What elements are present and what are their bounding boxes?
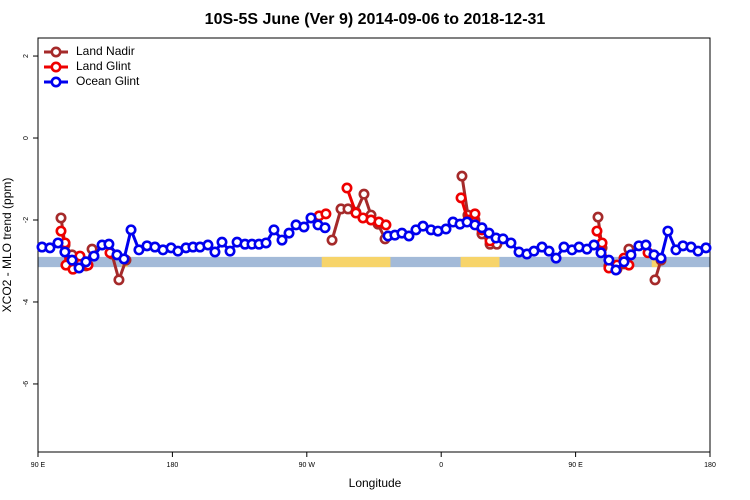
data-point [298, 221, 310, 233]
data-point [700, 242, 712, 254]
x-tick-label: 90 W [299, 462, 316, 469]
data-point [73, 262, 85, 274]
data-point [118, 253, 130, 265]
data-point [125, 224, 137, 236]
data-point [276, 234, 288, 246]
data-point [268, 224, 280, 236]
data-point [610, 264, 622, 276]
data-point [550, 252, 562, 264]
data-point [640, 239, 652, 251]
data-point [59, 246, 71, 258]
data-point [543, 245, 555, 257]
data-point [476, 222, 488, 234]
chart-title: 10S-5S June (Ver 9) 2014-09-06 to 2018-1… [205, 11, 546, 28]
data-point [52, 237, 64, 249]
data-point [202, 239, 214, 251]
data-point [592, 211, 604, 223]
data-point [358, 188, 370, 200]
data-point [603, 254, 615, 266]
data-point [591, 225, 603, 237]
land-band [651, 256, 660, 268]
x-axis-label: Longitude [349, 476, 402, 490]
y-axis-label: XCO2 - MLO trend (ppm) [0, 178, 14, 313]
land-band [460, 256, 500, 268]
data-point [113, 274, 125, 286]
data-point [455, 192, 467, 204]
data-point [224, 245, 236, 257]
data-point [483, 227, 495, 239]
data-point [380, 219, 392, 231]
data-point [440, 223, 452, 235]
y-tick-label: -4 [23, 299, 30, 305]
legend-label: Ocean Glint [76, 74, 140, 88]
data-point [55, 225, 67, 237]
data-point [88, 250, 100, 262]
x-tick-label: 0 [439, 462, 443, 469]
data-point [625, 249, 637, 261]
data-point [350, 207, 362, 219]
data-point [216, 236, 228, 248]
data-point [469, 208, 481, 220]
data-point [618, 256, 630, 268]
data-point [80, 256, 92, 268]
data-point [320, 208, 332, 220]
data-point [456, 170, 468, 182]
data-point [103, 238, 115, 250]
data-point [497, 233, 509, 245]
data-point [55, 212, 67, 224]
y-tick-label: 0 [23, 136, 30, 140]
data-point [319, 222, 331, 234]
y-tick-label: -6 [23, 381, 30, 387]
data-point [662, 225, 674, 237]
data-point [44, 242, 56, 254]
y-tick-label: -2 [23, 217, 30, 223]
data-point [66, 254, 78, 266]
data-point [505, 237, 517, 249]
data-point [305, 212, 317, 224]
data-point [655, 252, 667, 264]
x-tick-label: 180 [167, 462, 179, 469]
data-point [283, 227, 295, 239]
data-point [260, 237, 272, 249]
data-point [595, 247, 607, 259]
legend-marker [50, 61, 62, 73]
legend-marker [50, 76, 62, 88]
legend-label: Land Glint [76, 59, 131, 73]
x-tick-label: 90 E [568, 462, 583, 469]
data-point [403, 230, 415, 242]
y-tick-label: 2 [23, 54, 30, 58]
legend-label: Land Nadir [76, 44, 135, 58]
data-point [209, 246, 221, 258]
data-point [528, 245, 540, 257]
x-tick-label: 180 [704, 462, 716, 469]
x-tick-label: 90 E [31, 462, 46, 469]
data-point [341, 182, 353, 194]
data-point [649, 274, 661, 286]
land-band [321, 256, 391, 268]
data-point [588, 239, 600, 251]
legend-marker [50, 46, 62, 58]
data-point [133, 244, 145, 256]
data-point [326, 234, 338, 246]
